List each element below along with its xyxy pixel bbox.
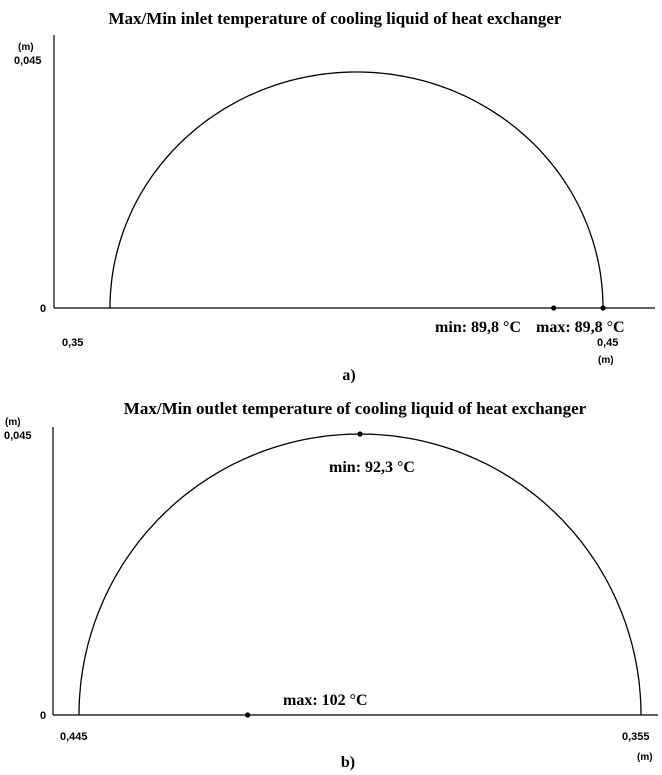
chart-b-min-marker [357,431,363,437]
chart-a-min-marker [551,305,557,311]
chart-b-x-tick-end: 0,355 [622,731,650,743]
chart-b-y-unit: (m) [5,417,21,428]
chart-a-max-label: max: 89,8 °C [536,319,625,336]
chart-b-panel-label: b) [341,754,355,771]
chart-a-x-tick-end: 0,45 [597,337,618,349]
chart-b-x-unit: (m) [637,752,653,763]
chart-a-y-unit: (m) [18,42,34,53]
chart-a-series-curve [109,71,604,308]
chart-a-y-tick-zero: 0 [40,303,46,315]
chart-b-x-tick-start: 0,445 [60,731,88,743]
chart-a-x-unit: (m) [598,355,614,366]
chart-a-panel-label: a) [342,367,355,384]
chart-b-series-curve [78,433,642,716]
chart-b-min-label: min: 92,3 °C [329,459,415,476]
chart-b-max-label: max: 102 °C [283,692,368,709]
chart-a-x-tick-start: 0,35 [62,337,83,349]
chart-a-y-tick-top: 0,045 [14,55,42,67]
chart-a-title: Max/Min inlet temperature of cooling liq… [109,9,562,28]
chart-b: Max/Min outlet temperature of cooling li… [4,399,658,771]
chart-b-max-marker [245,712,251,718]
chart-b-title: Max/Min outlet temperature of cooling li… [124,399,587,418]
chart-a: Max/Min inlet temperature of cooling liq… [14,9,655,384]
chart-b-y-tick-top: 0,045 [4,430,32,442]
chart-a-min-label: min: 89,8 °C [435,319,521,336]
chart-b-y-tick-zero: 0 [40,710,46,722]
chart-a-max-marker [600,305,606,311]
